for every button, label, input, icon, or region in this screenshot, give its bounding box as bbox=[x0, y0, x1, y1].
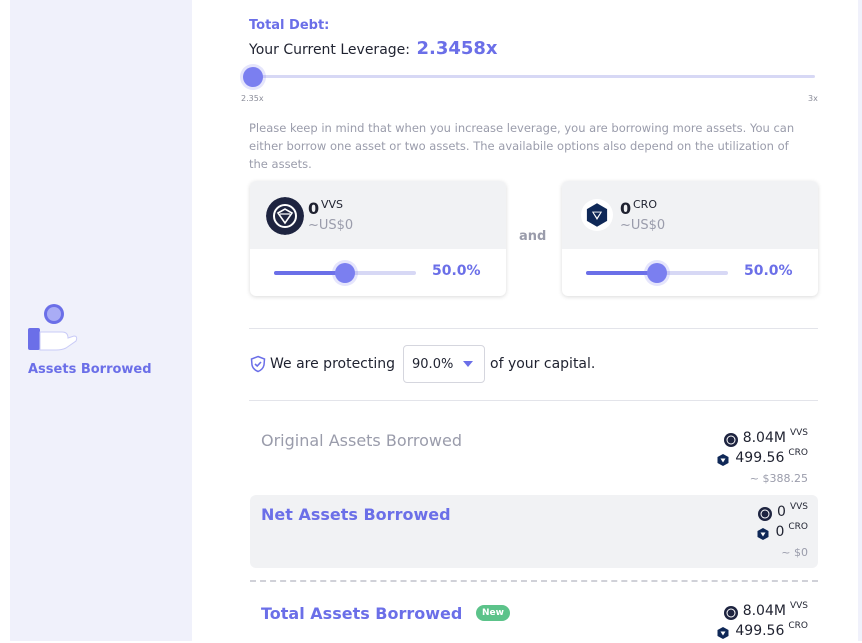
cro-coin-icon bbox=[581, 199, 613, 231]
vvs-coin-icon bbox=[266, 197, 304, 235]
and-label: and bbox=[519, 229, 547, 244]
leverage-slider-thumb[interactable] bbox=[243, 67, 263, 87]
net-cro-symbol: CRO bbox=[788, 522, 808, 532]
protect-suffix: of your capital. bbox=[490, 356, 596, 372]
total-assets-title-row: Total Assets Borrowed New bbox=[261, 604, 510, 623]
cro-coin-icon bbox=[717, 627, 729, 639]
protect-prefix: We are protecting bbox=[270, 356, 396, 372]
total-assets-section: Total Assets Borrowed New 8.04M VVS 499.… bbox=[250, 595, 818, 641]
vvs-percent-slider-fill bbox=[274, 271, 345, 275]
cro-percent-slider-fill bbox=[586, 271, 657, 275]
right-edge bbox=[858, 0, 862, 641]
current-leverage-value: 2.3458x bbox=[416, 38, 498, 59]
net-assets-section: Net Assets Borrowed 0 VVS 0 CRO ~ $0 bbox=[250, 495, 818, 568]
total-cro-symbol: CRO bbox=[788, 621, 808, 631]
cro-coin-icon bbox=[717, 454, 729, 466]
borrow-percent-cro: 50.0% bbox=[744, 263, 793, 279]
borrow-usd-vvs: ~US$0 bbox=[308, 218, 354, 233]
original-assets-title: Original Assets Borrowed bbox=[261, 431, 463, 450]
total-cro-line: 499.56 CRO bbox=[716, 621, 808, 643]
borrow-card-cro: 0 CRO ~US$0 50.0% bbox=[562, 181, 818, 296]
original-assets-section: Original Assets Borrowed 8.04M VVS 499.5… bbox=[250, 420, 818, 490]
original-cro-symbol: CRO bbox=[788, 448, 808, 458]
borrow-card-header: 0 VVS ~US$0 bbox=[250, 181, 506, 249]
divider bbox=[249, 400, 818, 401]
net-usd: ~ $0 bbox=[781, 546, 808, 559]
original-assets-amounts: 8.04M VVS 499.56 CRO ~ $388.25 bbox=[716, 428, 808, 485]
protect-row: We are protecting 90.0% of your capital. bbox=[249, 345, 595, 383]
net-cro-line: 0 CRO bbox=[756, 522, 808, 544]
main-panel: Total Debt: Your Current Leverage: 2.345… bbox=[192, 0, 858, 641]
vvs-coin-icon bbox=[723, 606, 738, 620]
net-assets-title: Net Assets Borrowed bbox=[261, 505, 451, 524]
borrow-symbol-vvs: VVS bbox=[321, 198, 344, 211]
current-leverage-row: Your Current Leverage: 2.3458x bbox=[249, 38, 498, 59]
cro-coin-icon bbox=[757, 528, 769, 540]
sidebar: Assets Borrowed bbox=[10, 0, 192, 641]
net-vvs-line: 0 VVS bbox=[756, 502, 808, 524]
original-cro-amount: 499.56 bbox=[735, 450, 785, 466]
sidebar-label: Assets Borrowed bbox=[28, 362, 152, 377]
original-vvs-symbol: VVS bbox=[789, 428, 808, 438]
total-cro-amount: 499.56 bbox=[735, 623, 785, 639]
chevron-down-icon bbox=[463, 361, 474, 367]
leverage-max-label: 3x bbox=[808, 94, 818, 103]
borrow-card-header: 0 CRO ~US$0 bbox=[562, 181, 818, 249]
borrow-usd-cro: ~US$0 bbox=[620, 218, 666, 233]
current-leverage-label: Your Current Leverage: bbox=[249, 42, 410, 58]
net-cro-amount: 0 bbox=[775, 524, 785, 540]
protect-percent-select[interactable]: 90.0% bbox=[403, 345, 486, 383]
leverage-slider-track[interactable] bbox=[253, 75, 815, 78]
borrow-amount-vvs: 0 bbox=[308, 199, 320, 218]
original-usd: ~ $388.25 bbox=[749, 472, 808, 485]
total-assets-title: Total Assets Borrowed bbox=[261, 604, 463, 623]
original-vvs-amount: 8.04M bbox=[742, 430, 786, 446]
vvs-coin-icon bbox=[758, 507, 773, 521]
original-cro-line: 499.56 CRO bbox=[716, 448, 808, 470]
hand-holding-coin-icon bbox=[28, 304, 78, 351]
cro-percent-slider-thumb[interactable] bbox=[647, 263, 667, 283]
leverage-min-label: 2.35x bbox=[241, 94, 264, 103]
net-vvs-symbol: VVS bbox=[789, 502, 808, 512]
protect-percent-value: 90.0% bbox=[412, 356, 454, 372]
total-assets-amounts: 8.04M VVS 499.56 CRO bbox=[716, 601, 808, 643]
total-vvs-amount: 8.04M bbox=[742, 603, 786, 619]
left-edge bbox=[0, 0, 10, 641]
borrow-percent-vvs: 50.0% bbox=[432, 263, 481, 279]
divider bbox=[249, 328, 818, 329]
total-vvs-symbol: VVS bbox=[789, 601, 808, 611]
total-vvs-line: 8.04M VVS bbox=[716, 601, 808, 623]
original-vvs-line: 8.04M VVS bbox=[716, 428, 808, 450]
new-badge: New bbox=[475, 604, 510, 621]
vvs-percent-slider-thumb[interactable] bbox=[335, 263, 355, 283]
vvs-coin-icon bbox=[723, 433, 738, 447]
net-vvs-amount: 0 bbox=[777, 504, 786, 520]
shield-check-icon bbox=[250, 355, 266, 373]
borrow-card-vvs: 0 VVS ~US$0 50.0% bbox=[250, 181, 506, 296]
borrow-symbol-cro: CRO bbox=[633, 198, 657, 211]
net-assets-amounts: 0 VVS 0 CRO ~ $0 bbox=[756, 502, 808, 559]
total-debt-label: Total Debt: bbox=[249, 18, 330, 33]
leverage-note: Please keep in mind that when you increa… bbox=[249, 121, 795, 171]
dashed-divider bbox=[250, 580, 818, 582]
borrow-amount-cro: 0 bbox=[620, 199, 632, 218]
